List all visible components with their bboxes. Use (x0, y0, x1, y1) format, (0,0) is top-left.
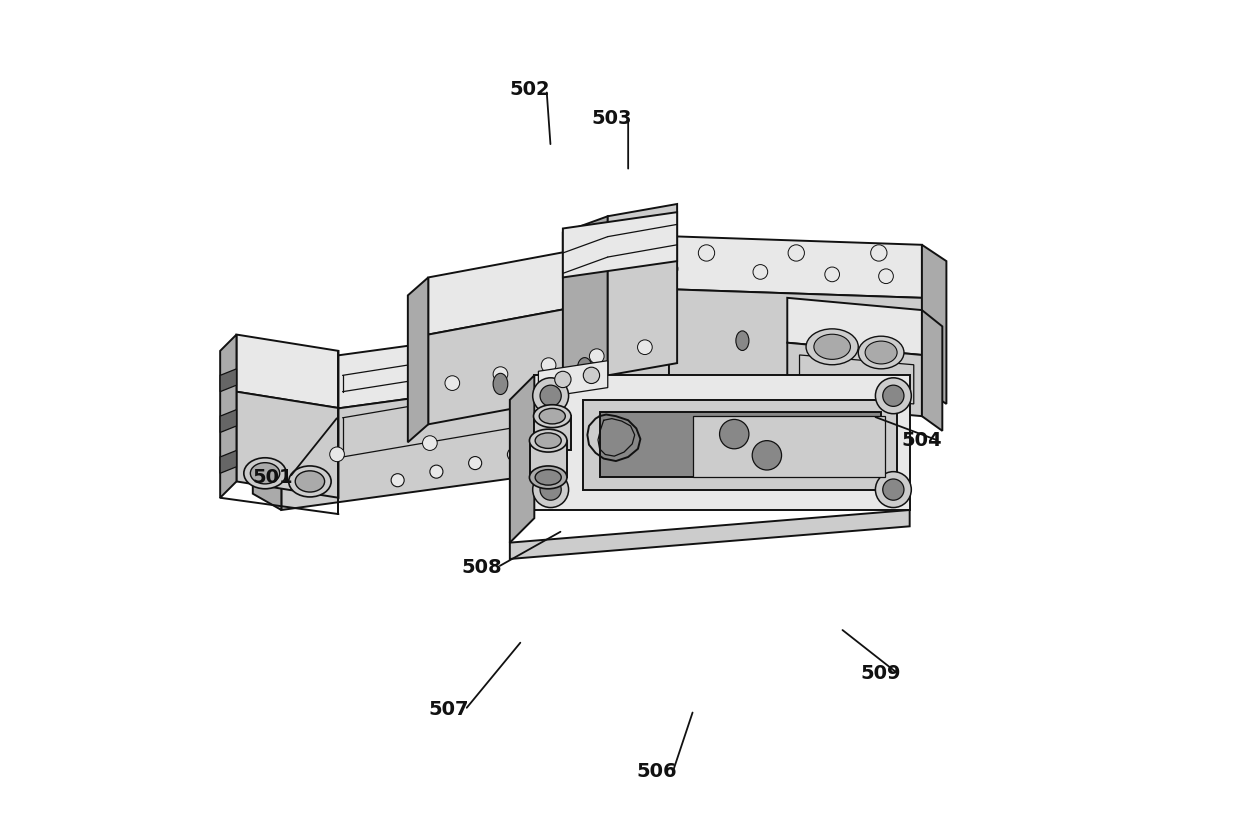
Polygon shape (221, 410, 237, 432)
Polygon shape (510, 510, 910, 559)
Polygon shape (921, 310, 942, 431)
Polygon shape (600, 412, 882, 477)
Circle shape (507, 448, 521, 461)
Circle shape (546, 439, 559, 452)
Circle shape (879, 268, 893, 283)
Circle shape (870, 245, 887, 261)
Circle shape (541, 385, 562, 406)
Ellipse shape (866, 341, 897, 364)
Circle shape (391, 473, 404, 486)
Circle shape (753, 441, 781, 470)
Circle shape (825, 267, 839, 282)
Circle shape (875, 472, 911, 508)
Text: 507: 507 (428, 700, 469, 720)
Polygon shape (281, 363, 668, 510)
Ellipse shape (295, 471, 325, 492)
Text: 508: 508 (461, 557, 502, 577)
Text: 506: 506 (636, 761, 677, 781)
Polygon shape (531, 441, 567, 477)
Polygon shape (237, 335, 339, 408)
Ellipse shape (629, 327, 641, 347)
Ellipse shape (529, 429, 567, 452)
Circle shape (430, 465, 443, 478)
Circle shape (423, 436, 438, 450)
Polygon shape (583, 400, 898, 490)
Polygon shape (281, 310, 668, 416)
Polygon shape (221, 369, 237, 392)
Ellipse shape (858, 336, 904, 369)
Polygon shape (787, 343, 921, 416)
Ellipse shape (494, 373, 508, 395)
Circle shape (554, 371, 572, 388)
Polygon shape (693, 416, 885, 477)
Ellipse shape (533, 405, 572, 428)
Polygon shape (563, 233, 921, 298)
Circle shape (589, 349, 604, 364)
Ellipse shape (250, 463, 280, 484)
Circle shape (583, 367, 600, 384)
Circle shape (883, 479, 904, 500)
Polygon shape (534, 416, 572, 450)
Ellipse shape (578, 357, 591, 379)
Circle shape (875, 378, 911, 414)
Text: 502: 502 (510, 80, 551, 100)
Circle shape (541, 479, 562, 500)
Polygon shape (822, 392, 847, 410)
Polygon shape (563, 286, 921, 388)
Circle shape (469, 457, 481, 470)
Circle shape (494, 367, 508, 382)
Circle shape (591, 259, 606, 274)
Polygon shape (921, 245, 946, 404)
Circle shape (663, 261, 678, 276)
Polygon shape (221, 335, 237, 498)
Circle shape (883, 385, 904, 406)
Circle shape (789, 245, 805, 261)
Text: 501: 501 (253, 468, 294, 487)
Circle shape (445, 375, 460, 391)
Text: 509: 509 (861, 663, 901, 683)
Circle shape (533, 472, 569, 508)
Polygon shape (563, 212, 677, 277)
Polygon shape (221, 450, 237, 473)
Polygon shape (253, 347, 281, 510)
Ellipse shape (735, 331, 749, 351)
Ellipse shape (536, 432, 562, 449)
Polygon shape (563, 216, 608, 392)
Polygon shape (428, 290, 668, 424)
Polygon shape (608, 204, 677, 375)
Circle shape (637, 339, 652, 354)
Text: 503: 503 (591, 109, 632, 128)
Circle shape (609, 245, 625, 261)
Ellipse shape (529, 466, 567, 489)
Polygon shape (408, 277, 428, 442)
Polygon shape (428, 233, 668, 335)
Circle shape (533, 378, 569, 414)
Ellipse shape (536, 469, 562, 485)
Circle shape (541, 357, 556, 372)
Ellipse shape (244, 458, 286, 489)
Polygon shape (534, 375, 910, 510)
Text: 504: 504 (901, 431, 942, 450)
Circle shape (753, 264, 768, 279)
Circle shape (698, 245, 714, 261)
Ellipse shape (813, 335, 851, 359)
Polygon shape (510, 375, 534, 543)
Circle shape (585, 431, 598, 444)
Ellipse shape (539, 408, 565, 424)
Ellipse shape (289, 466, 331, 497)
Circle shape (330, 447, 345, 462)
Circle shape (719, 419, 749, 449)
Polygon shape (538, 361, 608, 398)
Polygon shape (237, 392, 339, 498)
Circle shape (516, 424, 529, 439)
Ellipse shape (806, 329, 858, 365)
Polygon shape (787, 298, 921, 355)
